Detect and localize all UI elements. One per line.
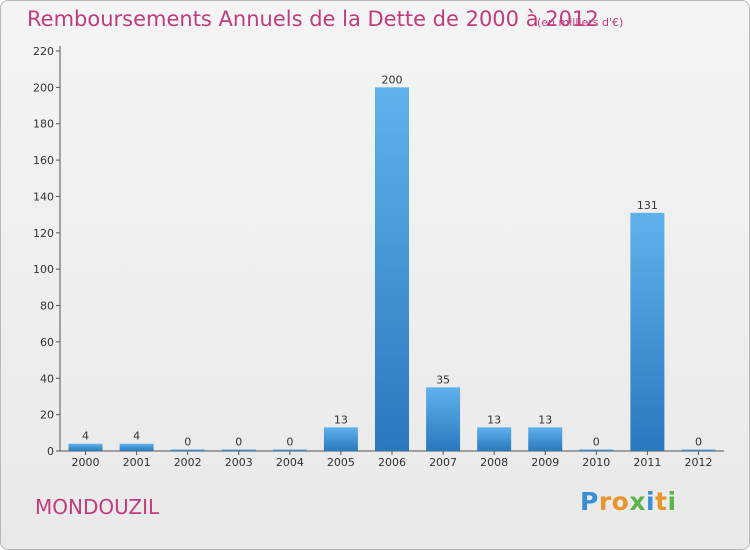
- y-tick-label: 160: [33, 154, 54, 167]
- bar: [375, 87, 409, 451]
- y-tick-label: 20: [40, 409, 54, 422]
- y-tick-label: 100: [33, 263, 54, 276]
- logo-letter: x: [629, 487, 646, 516]
- logo-letter: o: [611, 487, 630, 516]
- data-label: 13: [334, 413, 348, 426]
- y-tick-label: 180: [33, 118, 54, 131]
- logo-letter: i: [667, 487, 677, 516]
- x-tick-label: 2009: [531, 456, 559, 469]
- chart-subtitle: (en milliers d'€): [537, 16, 624, 29]
- bar: [630, 212, 665, 451]
- y-tick-label: 120: [33, 227, 54, 240]
- bar: [272, 449, 307, 451]
- data-label: 0: [235, 436, 242, 449]
- bar: [119, 443, 154, 451]
- x-tick-label: 2004: [276, 456, 304, 469]
- bars: 4 4 0 0 0 13 200 35 13 13 0 131 0: [68, 73, 716, 451]
- bar: [477, 427, 512, 451]
- x-tick-label: 2005: [327, 456, 355, 469]
- data-label: 35: [436, 373, 450, 386]
- x-tick-label: 2002: [174, 456, 202, 469]
- x-tick-label: 2007: [429, 456, 457, 469]
- y-tick-label: 0: [47, 445, 54, 458]
- data-label: 0: [695, 436, 702, 449]
- data-label: 0: [593, 436, 600, 449]
- logo-letter: t: [655, 487, 668, 516]
- data-label: 200: [382, 73, 403, 86]
- data-label: 0: [286, 436, 293, 449]
- data-label: 4: [82, 430, 89, 443]
- x-tick-label: 2012: [684, 456, 712, 469]
- data-label: 4: [133, 430, 140, 443]
- bar: [323, 427, 358, 451]
- data-label: 13: [487, 413, 501, 426]
- bar: [68, 443, 103, 451]
- x-tick-label: 2006: [378, 456, 406, 469]
- chart-title: Remboursements Annuels de la Dette de 20…: [27, 7, 599, 31]
- logo-letter: P: [580, 487, 599, 516]
- y-tick-label: 60: [40, 336, 54, 349]
- y-axis: 0 20 40 60 80 100 120 140 160 180 200 220: [33, 45, 61, 458]
- y-tick-label: 200: [33, 81, 54, 94]
- data-label: 131: [637, 199, 658, 212]
- logo-letter: r: [598, 487, 612, 516]
- y-tick-label: 40: [40, 372, 54, 385]
- x-tick-label: 2001: [123, 456, 151, 469]
- x-tick-label: 2003: [225, 456, 253, 469]
- bar: [170, 449, 205, 451]
- y-tick-label: 220: [33, 45, 54, 58]
- logo-letter: i: [646, 487, 656, 516]
- bar: [681, 449, 716, 451]
- commune-name: MONDOUZIL: [35, 495, 160, 519]
- bar: [426, 387, 461, 451]
- x-axis: 2000 2001 2002 2003 2004 2005 2006 2007 2008 2009…: [60, 450, 724, 469]
- x-tick-label: 2008: [480, 456, 508, 469]
- bar: [528, 427, 563, 451]
- y-tick-label: 80: [40, 300, 54, 313]
- proxiti-logo: Proxiti: [580, 487, 677, 516]
- x-tick-label: 2000: [72, 456, 100, 469]
- y-tick-label: 140: [33, 190, 54, 203]
- x-tick-label: 2011: [633, 456, 661, 469]
- data-label: 0: [184, 436, 191, 449]
- bar: [221, 449, 256, 451]
- x-tick-label: 2010: [582, 456, 610, 469]
- bar: [579, 449, 614, 451]
- data-label: 13: [538, 413, 552, 426]
